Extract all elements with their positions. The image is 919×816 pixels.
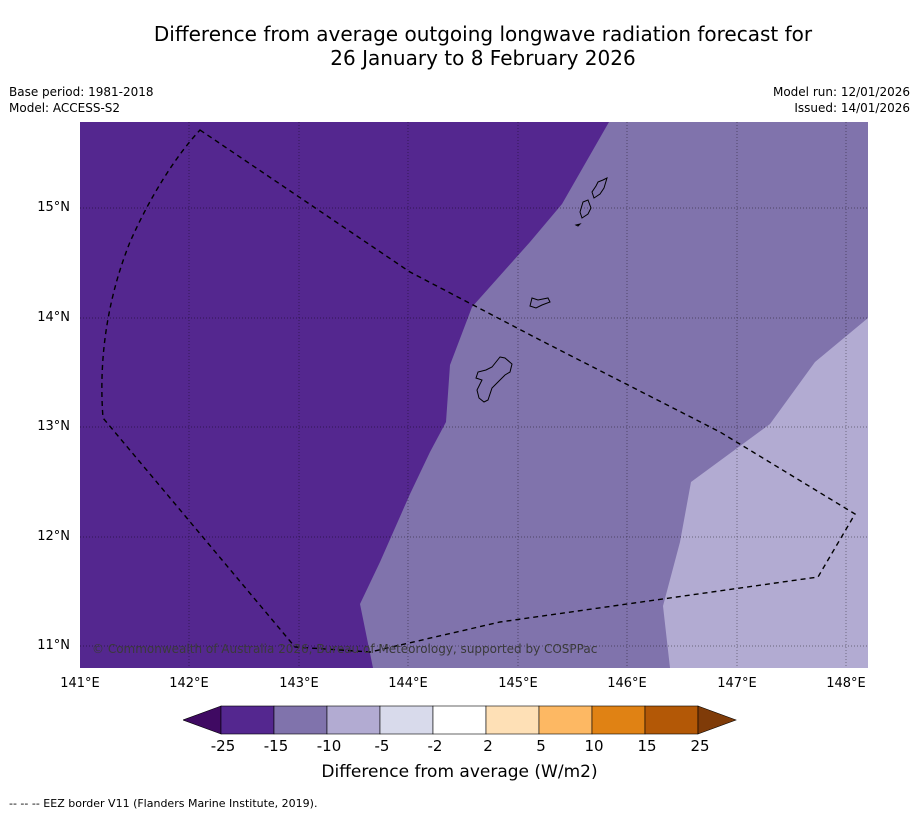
lat-label-14n: 14°N xyxy=(37,310,70,325)
meta-left: Base period: 1981-2018 Model: ACCESS-S2 xyxy=(9,84,154,116)
colorbar-segment xyxy=(220,705,275,735)
model-run: Model run: 12/01/2026 xyxy=(772,85,910,99)
map-area xyxy=(80,122,868,668)
island-saipan xyxy=(591,177,608,199)
lon-label-147e: 147°E xyxy=(717,676,757,691)
lon-label-145e: 145°E xyxy=(498,676,538,691)
colorbar-tick: -2 xyxy=(427,737,443,755)
lat-label-12n: 12°N xyxy=(37,529,70,544)
lon-label-148e: 148°E xyxy=(826,676,866,691)
colorbar-tick: 25 xyxy=(690,737,710,755)
lat-label-13n: 13°N xyxy=(37,419,70,434)
islands xyxy=(475,177,608,403)
colorbar-extend-high xyxy=(697,705,737,735)
colorbar-segment xyxy=(273,705,328,735)
colorbar-tick: -10 xyxy=(316,737,342,755)
model-name: Model: ACCESS-S2 xyxy=(9,101,121,115)
lat-label-11n: 11°N xyxy=(37,638,70,653)
anomaly-band-minus5-to-10 xyxy=(663,318,868,668)
eez-legend: -- -- -- EEZ border V11 (Flanders Marine… xyxy=(9,797,318,810)
island-aguijan xyxy=(574,223,582,227)
lon-label-146e: 146°E xyxy=(607,676,647,691)
eez-border xyxy=(101,129,856,653)
map-svg xyxy=(80,122,868,668)
colorbar-tick: -5 xyxy=(374,737,390,755)
lon-label-142e: 142°E xyxy=(169,676,209,691)
lon-label-143e: 143°E xyxy=(279,676,319,691)
lon-label-144e: 144°E xyxy=(388,676,428,691)
colorbar-segment xyxy=(591,705,646,735)
lon-label-141e: 141°E xyxy=(60,676,100,691)
island-rota xyxy=(529,297,551,309)
colorbar-tick: -15 xyxy=(263,737,289,755)
base-period: Base period: 1981-2018 xyxy=(9,85,154,99)
copyright-notice: © Commonwealth of Australia 2026, Bureau… xyxy=(92,642,598,656)
lat-label-15n: 15°N xyxy=(37,200,70,215)
colorbar-segment xyxy=(644,705,699,735)
colorbar-tick: 10 xyxy=(584,737,604,755)
colorbar xyxy=(183,705,737,735)
map-title: Difference from average outgoing longwav… xyxy=(0,22,919,70)
graticule xyxy=(80,122,868,668)
colorbar-segment xyxy=(432,705,487,735)
colorbar-title: Difference from average (W/m2) xyxy=(321,762,598,782)
colorbar-extend-low xyxy=(183,705,222,735)
colorbar-tick: 2 xyxy=(483,737,493,755)
colorbar-tick: 15 xyxy=(637,737,657,755)
colorbar-tick: -25 xyxy=(210,737,236,755)
meta-right: Model run: 12/01/2026 Issued: 14/01/2026 xyxy=(773,84,910,116)
title-line-2: 26 January to 8 February 2026 xyxy=(330,46,636,70)
colorbar-segment xyxy=(379,705,434,735)
colorbar-segment xyxy=(538,705,593,735)
colorbar-segment xyxy=(485,705,540,735)
colorbar-segment xyxy=(326,705,381,735)
island-tinian xyxy=(579,199,592,219)
title-line-1: Difference from average outgoing longwav… xyxy=(153,22,813,46)
island-guam xyxy=(475,356,513,403)
colorbar-tick: 5 xyxy=(536,737,546,755)
issued-date: Issued: 14/01/2026 xyxy=(794,101,910,115)
